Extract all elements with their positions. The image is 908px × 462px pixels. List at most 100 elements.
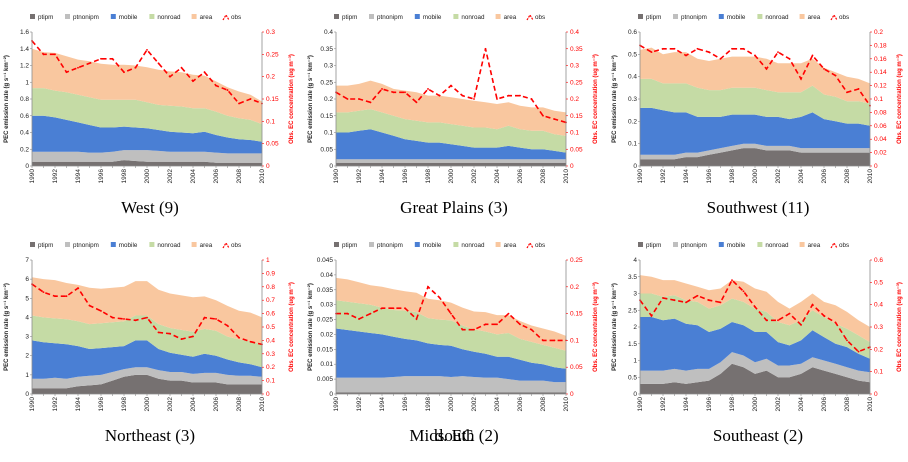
obs-point [823,67,825,70]
legend-swatch [414,14,420,19]
y-left-tick-label: 1.2 [20,63,29,70]
obs-point [484,47,487,50]
legend-label: nonroad [765,242,789,249]
legend-swatch [495,242,501,247]
x-tick-label: 1990 [637,397,644,412]
y-left-tick-label: 0 [329,163,333,170]
obs-point [238,336,240,339]
legend-swatch [369,242,374,247]
obs-point [381,88,383,90]
legend-label: obs [231,242,241,249]
legend-item-ptipm: ptipm [334,14,357,21]
legend-item-mobile: mobile [414,242,442,249]
y-right-tick-label: 0.16 [874,56,887,63]
y-left-tick-label: 1.6 [20,29,29,36]
legend-swatch [673,242,678,247]
x-tick-label: 2000 [144,397,151,412]
legend-swatch [830,241,838,249]
x-tick-label: 1996 [98,397,105,412]
obs-point [708,299,710,302]
y-left-tick-label: 1.5 [628,341,637,348]
y-left-tick-label: 3 [633,291,637,298]
legend-label: nonroad [461,242,485,249]
region-label: West (9) [121,198,179,217]
legend-label: ptipm [38,242,53,249]
x-tick-label: 2006 [517,169,524,184]
area-area [640,47,870,104]
y-left-tick-label: 3.5 [628,274,637,281]
obs-point [404,307,406,310]
y-left-title: PEC emission rate (g s⁻¹ km⁻²) [307,55,314,143]
y-left-tick-label: 4 [25,314,29,321]
legend-swatch [110,242,116,247]
legend-item-nonroad: nonroad [757,14,789,21]
legend-item-obs: obs [526,13,545,21]
x-tick-label: 1992 [356,397,363,412]
y-right-title: Obs. EC concentration (ug m⁻³) [896,54,903,144]
legend-item-area: area [191,14,213,21]
legend: ptipm ptnonipm mobile nonroad area obs [334,13,545,21]
x-tick-label: 2008 [844,169,851,184]
y-right-tick-label: 0.2 [874,346,883,353]
legend-item-ptipm: ptipm [638,14,661,21]
y-left-tick-label: 0.3 [324,63,333,70]
chart-panel: ptipm ptnonipm mobile nonroad area obs 0 1 2 3 4 5 6… [0,236,300,462]
x-tick-label: 1998 [729,397,736,412]
obs-point [461,94,464,97]
obs-point [450,84,452,87]
obs-point [146,48,148,51]
x-tick-label: 1994 [75,397,82,412]
obs-point [369,312,372,315]
obs-point [111,57,114,60]
area-area [640,275,870,343]
obs-point [157,62,160,65]
y-right-tick-label: 0.4 [570,29,579,36]
obs-point [180,66,183,69]
obs-point [650,314,653,317]
area-area [32,277,262,345]
obs-point [77,66,79,69]
legend-item-mobile: mobile [718,242,746,249]
obs-point [519,323,521,326]
area-mobile [336,328,566,383]
obs-point [415,101,418,104]
x-tick-label: 2004 [494,397,501,412]
legend-swatch [149,14,155,19]
obs-point [369,101,372,104]
y-right-tick-label: 0.1 [874,96,883,103]
x-tick-label: 1996 [402,397,409,412]
obs-point [392,91,395,94]
x-tick-label: 1998 [425,397,432,412]
legend-label: ptnonipm [377,242,403,249]
y-right-tick-label: 0.4 [874,302,883,309]
legend-item-ptnonipm: ptnonipm [673,242,707,249]
obs-point [461,328,464,331]
y-right-tick-label: 0.25 [570,257,583,264]
obs-point [754,54,756,57]
obs-point [203,71,206,74]
y-right-title: Obs. EC concentration (ug m⁻³) [288,282,295,372]
x-tick-label: 2010 [259,169,266,184]
y-right-tick-label: 1 [266,257,270,264]
y-left-tick-label: 2 [633,324,637,331]
x-tick-label: 1990 [637,169,644,184]
x-tick-label: 1994 [75,169,82,184]
x-tick-label: 1998 [729,169,736,184]
legend-swatch [369,14,374,19]
area-ptipm [640,148,870,166]
x-tick-label: 2006 [517,397,524,412]
obs-point [88,304,91,307]
legend-label: nonroad [765,14,789,21]
y-left-tick-label: 2 [25,353,29,360]
y-left-tick-label: 0.1 [324,130,333,137]
x-tick-label: 2004 [798,169,805,184]
legend-item-obs: obs [526,241,545,249]
obs-point [358,98,360,100]
obs-point [65,295,68,298]
y-left-tick-label: 0.2 [628,118,637,125]
obs-line [31,40,263,105]
obs-point [650,51,653,53]
obs-point [742,47,745,50]
y-left-tick-label: 3 [25,334,29,341]
obs-point [553,118,556,120]
